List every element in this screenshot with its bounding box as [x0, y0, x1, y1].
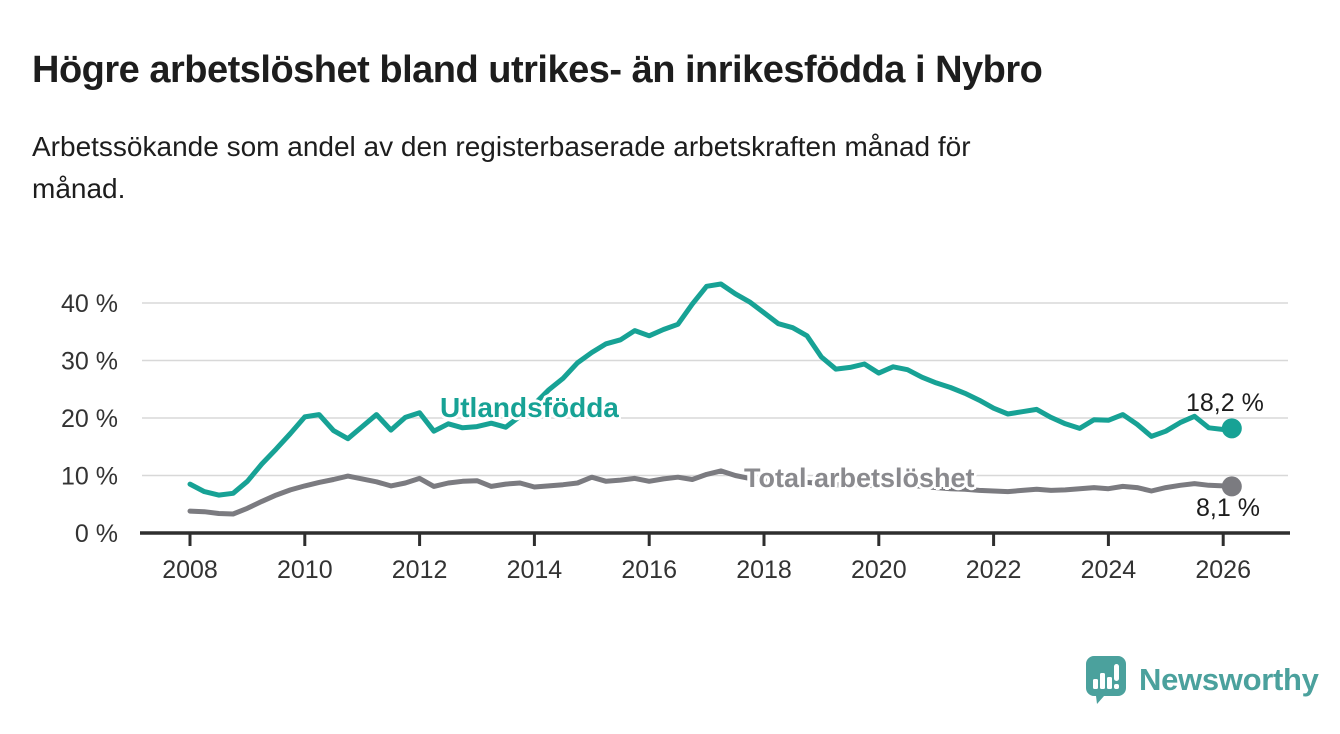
- series-line-utlandsfodda: [187, 281, 1235, 498]
- y-tick-label: 0 %: [75, 520, 118, 548]
- x-tick-label: 2010: [277, 556, 333, 584]
- series-label-total-arbetsloshet: Total arbetslöshet: [744, 463, 975, 493]
- series-end-dot-utlandsfodda: [1221, 418, 1242, 439]
- x-tick-label: 2024: [1081, 556, 1137, 584]
- y-tick-label: 30 %: [61, 348, 118, 376]
- x-tick-label: 2020: [851, 556, 907, 584]
- newsworthy-speech-bubble-chart-icon: [1086, 656, 1126, 704]
- page-title: Högre arbetslöshet bland utrikes- än inr…: [32, 49, 1043, 92]
- subtitle-line-2: månad.: [32, 173, 126, 204]
- y-tick-label: 10 %: [61, 463, 118, 491]
- x-tick-label: 2012: [392, 556, 448, 584]
- x-tick-label: 2016: [621, 556, 677, 584]
- x-tick-label: 2014: [507, 556, 563, 584]
- series-line-total: [187, 468, 1235, 517]
- series-label-utlandsfodda: Utlandsfödda: [440, 392, 619, 423]
- end-value-total: 8,1 %: [1196, 494, 1260, 522]
- subtitle-line-1: Arbetssökande som andel av den registerb…: [32, 131, 971, 162]
- x-tick-label: 2022: [966, 556, 1022, 584]
- series-end-dot-total: [1221, 476, 1242, 497]
- x-tick-label: 2008: [162, 556, 218, 584]
- end-value-utlandsfodda: 18,2 %: [1186, 389, 1264, 417]
- y-tick-label: 40 %: [61, 290, 118, 318]
- chart-subtitle: Arbetssökande som andel av den registerb…: [32, 126, 1272, 210]
- y-tick-label: 20 %: [61, 405, 118, 433]
- x-tick-label: 2026: [1195, 556, 1251, 584]
- x-tick-label: 2018: [736, 556, 792, 584]
- newsworthy-logo: Newsworthy: [1086, 656, 1319, 704]
- newsworthy-wordmark: Newsworthy: [1139, 662, 1319, 697]
